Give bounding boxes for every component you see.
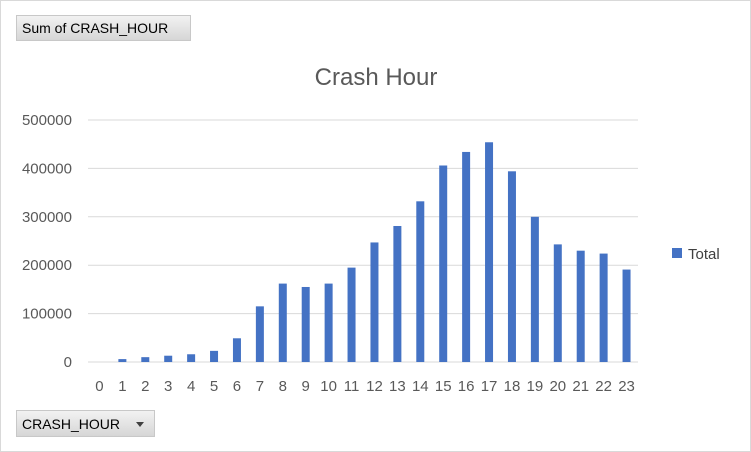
plot-area[interactable] [118,142,631,362]
bar-hour-1[interactable] [118,359,127,362]
bar-hour-6[interactable] [232,338,241,362]
bar-hour-13[interactable] [393,225,402,362]
x-tick-label: 21 [572,378,589,395]
x-tick-label: 15 [435,378,452,395]
x-tick-label: 9 [302,378,310,395]
bar-hour-5[interactable] [210,350,219,362]
bar-hour-9[interactable] [301,286,310,362]
value-field-button[interactable]: Sum of CRASH_HOUR [16,15,191,41]
dropdown-arrow-icon[interactable] [136,422,144,427]
x-tick-label: 0 [95,378,103,395]
legend-swatch [672,248,682,258]
bar-hour-16[interactable] [462,151,471,362]
y-tick-label: 500000 [22,112,72,129]
bar-hour-3[interactable] [164,355,173,362]
x-tick-label: 23 [618,378,635,395]
x-tick-label: 19 [527,378,544,395]
bar-hour-14[interactable] [416,201,425,362]
x-tick-label: 7 [256,378,264,395]
x-tick-label: 18 [504,378,521,395]
y-tick-label: 400000 [22,160,72,177]
y-tick-label: 300000 [22,209,72,226]
y-axis-labels: 0 100000 200000 300000 400000 500000 [22,112,72,371]
x-tick-label: 13 [389,378,406,395]
bar-hour-22[interactable] [599,253,608,362]
y-tick-label: 0 [64,354,72,371]
bar-hour-21[interactable] [576,250,585,362]
bar-hour-15[interactable] [439,165,448,362]
x-tick-label: 4 [187,378,195,395]
bar-hour-12[interactable] [370,242,379,362]
axis-field-button[interactable]: CRASH_HOUR [16,410,155,437]
bar-hour-11[interactable] [347,267,356,362]
bar-hour-7[interactable] [255,306,264,362]
x-tick-label: 8 [279,378,287,395]
x-tick-label: 22 [595,378,612,395]
x-tick-label: 20 [549,378,566,395]
chart-title: Crash Hour [315,64,438,91]
y-tick-label: 200000 [22,257,72,274]
legend-label-total: Total [688,246,720,263]
bar-hour-20[interactable] [553,244,562,362]
bar-hour-8[interactable] [278,283,287,362]
x-tick-label: 2 [141,378,149,395]
x-tick-label: 10 [320,378,337,395]
x-tick-label: 17 [481,378,498,395]
x-tick-label: 16 [458,378,475,395]
gridlines [88,119,638,363]
x-axis-labels: 0 1 2 3 4 5 6 7 8 9 10 11 12 13 14 15 16 17 18 19 20 21 22 23 [95,378,635,395]
value-field-label: Sum of CRASH_HOUR [22,20,169,36]
bar-hour-10[interactable] [324,283,333,362]
y-tick-label: 100000 [22,306,72,323]
x-tick-label: 14 [412,378,429,395]
x-tick-label: 3 [164,378,172,395]
legend[interactable]: Total [672,246,720,263]
bar-hour-4[interactable] [187,354,196,362]
bar-hour-18[interactable] [507,171,516,362]
x-tick-label: 1 [118,378,126,395]
bar-hour-23[interactable] [622,269,631,362]
x-tick-label: 12 [366,378,383,395]
x-tick-label: 11 [344,378,360,395]
bar-hour-17[interactable] [485,142,494,362]
axis-field-label: CRASH_HOUR [22,415,121,432]
x-tick-label: 5 [210,378,218,395]
x-tick-label: 6 [233,378,241,395]
bar-hour-2[interactable] [141,357,150,362]
bar-hour-19[interactable] [530,216,539,362]
